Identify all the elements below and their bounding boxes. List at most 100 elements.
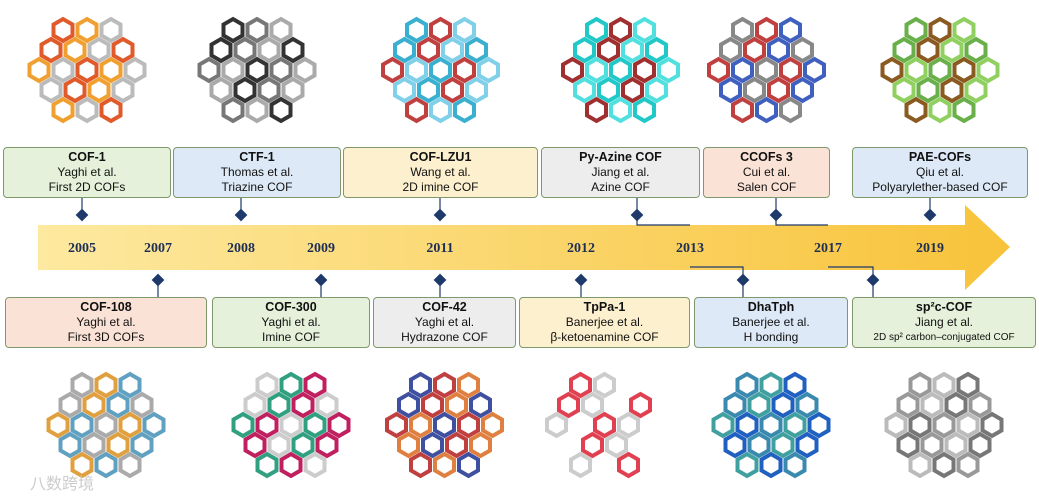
structure-image [545,411,568,439]
event-title: CCOFs 3 [740,150,793,164]
event-description: Salen COF [736,180,797,194]
structure-image [807,411,831,439]
structure-image [393,76,416,104]
structure-image [593,451,616,479]
milestone-marker [314,273,328,287]
structure-image [457,451,480,479]
event-box: sp²c-COF Jiang et al. 2D sp² carbon–conjug… [852,297,1036,348]
year-label: 2019 [916,241,944,256]
event-title: COF-300 [265,300,317,314]
structure-image [892,76,916,104]
event-author: Yaghi et al. [414,315,475,329]
structure-image [557,391,580,419]
milestone-marker [630,208,644,222]
structure-image [593,371,616,399]
structure-image [269,16,293,44]
year-label: 2013 [676,241,704,256]
structure-image [257,76,281,104]
structure-image [209,76,233,104]
event-box: COF-300 Yaghi et al. Imine COF [212,297,370,348]
structure-image [904,96,928,124]
event-description: Polyarylether-based COF [872,180,1008,194]
structure-image [221,96,245,124]
structure-image [397,391,420,419]
structure-image [707,56,730,84]
structure-image [779,16,802,44]
event-description: β-ketoenamine COF [550,330,659,344]
structure-image [269,56,293,84]
structure-image [932,451,956,479]
structure-image [803,56,826,84]
structure-image [397,431,420,459]
structure-image [469,391,492,419]
structure-image [221,16,245,44]
structure-image [433,411,456,439]
structure-image [605,391,628,419]
structure-image [293,56,317,84]
structure-image [63,76,87,104]
structure-image [896,391,920,419]
structure-image [303,411,327,439]
structure-image [209,36,233,64]
structure-image [94,371,118,399]
structure-image [928,56,952,84]
structure-image [469,431,492,459]
structure-image [255,451,279,479]
structure-image [964,76,988,104]
structure-image [908,451,932,479]
event-author: Yaghi et al. [57,165,117,179]
structure-image [569,451,592,479]
structure-image [118,371,142,399]
structure-image [735,371,759,399]
structure-image [731,56,754,84]
structure-image [743,76,766,104]
structure-image [940,76,964,104]
structure-image [197,56,221,84]
structure-image [291,431,315,459]
structure-image [130,431,154,459]
structure-image [303,451,327,479]
structure-image [433,371,456,399]
structure-image [405,96,428,124]
event-author: Jiang et al. [591,165,650,179]
structure-image [908,411,932,439]
structure-image [99,96,123,124]
structure-image [952,96,976,124]
structure-image [421,391,444,419]
structure-image [621,76,644,104]
structure-image [940,36,964,64]
event-box: COF-1 Yaghi et al. First 2D COFs [3,147,171,198]
milestone-marker [574,273,588,287]
structure-image [70,371,94,399]
structure-image [779,56,802,84]
structure-image [279,411,303,439]
event-box: COF-LZU1 Wang et al. 2D imine COF [343,147,538,198]
structure-image [633,56,656,84]
milestone-marker [75,208,89,222]
structure-image [609,96,632,124]
milestone-marker [433,208,447,222]
event-author: Wang et al. [410,165,471,179]
structure-image [617,451,640,479]
structure-image [755,56,778,84]
structure-image [968,431,992,459]
structure-image [142,411,166,439]
structure-image [645,36,668,64]
structure-image [719,76,742,104]
event-title: COF-42 [422,300,467,314]
structure-image [477,56,500,84]
event-box: DhaTph Banerjee et al. H bonding [694,297,848,348]
event-title: CTF-1 [239,150,275,164]
event-box: PAE-COFs Qiu et al. Polyarylether-based CO… [852,147,1028,198]
structure-image [123,56,147,84]
structure-image [569,371,592,399]
structure-image [393,36,416,64]
structure-image [315,431,339,459]
structure-image [952,16,976,44]
structure-image [255,371,279,399]
structure-image [63,36,87,64]
structure-image [771,431,795,459]
timeline-arrow [38,205,1010,290]
event-title: COF-LZU1 [409,150,472,164]
